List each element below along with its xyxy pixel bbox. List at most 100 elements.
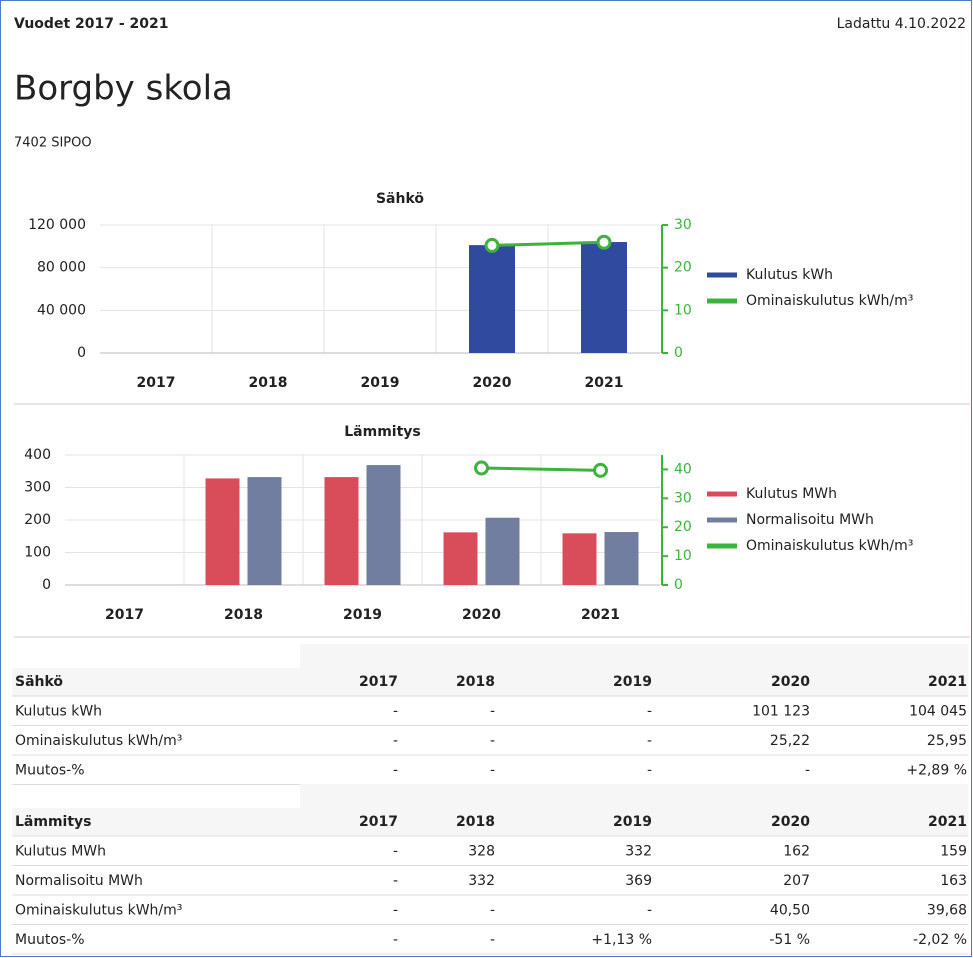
x-tick-label: 2017: [137, 375, 176, 391]
bar: [469, 245, 515, 353]
legend-label: Kulutus kWh: [746, 267, 833, 283]
y2-tick-label: 10: [674, 302, 692, 318]
line-marker: [484, 237, 500, 253]
x-tick-label: 2021: [581, 607, 620, 623]
y-tick-label: 200: [24, 512, 51, 528]
table-header-cell: 2021: [928, 814, 967, 830]
table-cell: Muutos-%: [15, 763, 85, 779]
table-header-cell: 2017: [359, 814, 398, 830]
y2-tick-label: 20: [674, 519, 692, 535]
bar: [247, 477, 282, 585]
table-header-cell: 2018: [456, 814, 495, 830]
bar: [443, 532, 478, 585]
table-cell: 332: [625, 844, 652, 860]
table-cell: Muutos-%: [15, 932, 85, 948]
y2-tick-label: 40: [674, 461, 692, 477]
table-header-cell: 2021: [928, 674, 967, 690]
y2-tick-label: 10: [674, 548, 692, 564]
y-tick-label: 100: [24, 545, 51, 561]
table-cell: 332: [468, 873, 495, 889]
chart-title: Lämmitys: [344, 424, 421, 440]
x-tick-label: 2018: [224, 607, 263, 623]
table-band: [300, 784, 968, 808]
y2-tick-label: 0: [674, 345, 683, 361]
table-header-cell: 2019: [613, 814, 652, 830]
table-header-cell: 2020: [771, 814, 810, 830]
table-cell: 159: [940, 844, 967, 860]
table-cell: -: [393, 763, 398, 779]
table-cell: 39,68: [927, 903, 967, 919]
page-title: Borgby skola: [14, 69, 233, 109]
table-cell: Kulutus kWh: [15, 704, 102, 720]
table-cell: 104 045: [909, 704, 967, 720]
table-cell: -: [805, 763, 810, 779]
table-cell: +2,89 %: [906, 763, 967, 779]
x-tick-label: 2018: [249, 375, 288, 391]
address: 7402 SIPOO: [14, 136, 92, 151]
table-cell: -: [490, 733, 495, 749]
x-tick-label: 2017: [105, 607, 144, 623]
table-cell: -: [647, 733, 652, 749]
table-header-cell: Sähkö: [15, 674, 63, 690]
table-header-cell: 2018: [456, 674, 495, 690]
table-cell: 101 123: [752, 704, 810, 720]
table-band: [300, 644, 968, 668]
legend-label: Ominaiskulutus kWh/m³: [746, 538, 913, 554]
line-series: [481, 466, 601, 472]
table-cell: -: [393, 733, 398, 749]
table-cell: -: [490, 903, 495, 919]
table-cell: 163: [940, 873, 967, 889]
y2-tick-label: 30: [674, 490, 692, 506]
table-cell: 40,50: [770, 903, 810, 919]
y-tick-label: 120 000: [28, 217, 86, 233]
table-cell: 328: [468, 844, 495, 860]
table-header-cell: 2020: [771, 674, 810, 690]
table-cell: +1,13 %: [591, 932, 652, 948]
bar: [604, 532, 639, 585]
line-series: [491, 240, 605, 247]
y2-tick-label: 30: [674, 217, 692, 233]
legend-label: Normalisoitu MWh: [746, 512, 874, 528]
bar: [324, 477, 359, 585]
y-tick-label: 300: [24, 480, 51, 496]
table-cell: -: [393, 844, 398, 860]
line-marker: [593, 462, 608, 478]
period: Vuodet 2017 - 2021: [14, 16, 169, 32]
table-header-cell: 2017: [359, 674, 398, 690]
table-cell: -: [393, 903, 398, 919]
table-cell: -: [393, 704, 398, 720]
table-cell: -: [393, 873, 398, 889]
bar: [366, 465, 401, 585]
table-cell: -: [647, 903, 652, 919]
table-cell: 25,95: [927, 733, 967, 749]
y-tick-label: 80 000: [37, 260, 86, 276]
bar: [205, 478, 240, 585]
x-tick-label: 2019: [343, 607, 382, 623]
table-cell: Ominaiskulutus kWh/m³: [15, 903, 182, 919]
table-cell: -: [647, 704, 652, 720]
table-header-bg: [12, 808, 968, 836]
table-cell: -51 %: [769, 932, 810, 948]
loaded-date: Ladattu 4.10.2022: [837, 16, 966, 32]
y2-tick-label: 20: [674, 260, 692, 276]
table-cell: 369: [625, 873, 652, 889]
table-cell: -2,02 %: [913, 932, 967, 948]
table-header-bg: [12, 668, 968, 696]
line-marker: [596, 234, 612, 250]
chart-title: Sähkö: [376, 191, 424, 207]
table-cell: Normalisoitu MWh: [15, 873, 143, 889]
y-tick-label: 0: [77, 345, 86, 361]
y2-tick-label: 0: [674, 577, 683, 593]
bar: [485, 517, 520, 585]
y-tick-label: 0: [42, 577, 51, 593]
y-tick-label: 40 000: [37, 302, 86, 318]
bar: [581, 242, 627, 353]
table-cell: 162: [783, 844, 810, 860]
table-cell: -: [490, 704, 495, 720]
legend-label: Kulutus MWh: [746, 486, 837, 502]
table-cell: 25,22: [770, 733, 810, 749]
table-header-cell: 2019: [613, 674, 652, 690]
x-tick-label: 2019: [361, 375, 400, 391]
x-tick-label: 2020: [462, 607, 501, 623]
